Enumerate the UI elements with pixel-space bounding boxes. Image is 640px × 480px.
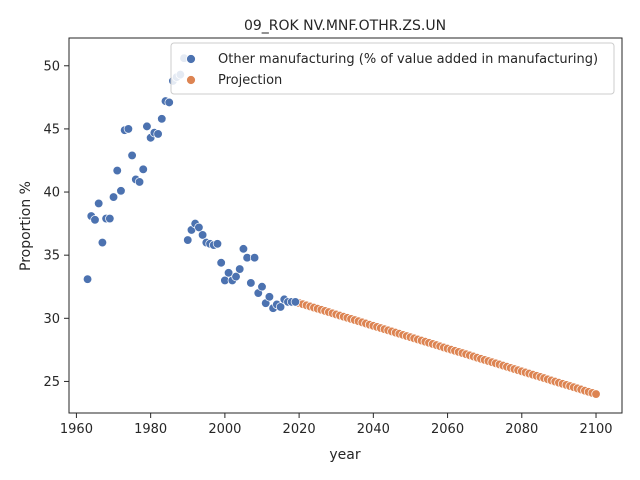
y-tick-label: 30 [43,312,60,327]
y-tick-label: 50 [43,59,60,74]
observed-point [275,302,286,312]
observed-point [290,297,301,307]
observed-point [194,222,204,233]
x-tick-label: 2060 [431,422,464,437]
observed-point [164,97,174,108]
observed-point [127,150,137,161]
legend-label-series-1: Other manufacturing (% of value added in… [218,52,598,67]
observed-point [231,271,241,282]
observed-point [212,239,223,249]
y-axis-ticks: 25 30 35 40 45 50 [43,59,69,390]
observed-point [246,278,256,288]
x-axis-label: year [329,447,360,463]
observed-point [97,237,108,248]
x-tick-label: 1980 [134,422,167,437]
x-tick-label: 2000 [208,422,241,437]
projection-point [591,389,601,399]
observed-point [112,165,122,176]
y-tick-label: 35 [43,249,60,264]
observed-point [264,292,275,302]
scatter-points [82,53,601,399]
observed-point [142,121,152,132]
y-tick-label: 45 [43,122,60,137]
x-tick-label: 2020 [283,422,316,437]
observed-point [153,129,163,139]
observed-point [157,114,167,124]
x-axis-ticks: 1960 1980 2000 2020 2040 2060 2080 2100 [60,413,613,437]
x-tick-label: 2040 [357,422,390,437]
observed-point [138,164,148,174]
y-tick-label: 40 [43,186,60,201]
x-tick-label: 2080 [505,422,538,437]
y-tick-label: 25 [43,375,60,390]
observed-point [94,198,104,209]
observed-point [257,282,267,292]
x-tick-label: 1960 [60,422,93,437]
observed-point [183,235,193,245]
legend: Other manufacturing (% of value added in… [170,42,615,95]
legend-label-series-2: Projection [218,73,282,88]
observed-point [123,124,134,134]
observed-point [90,215,100,225]
y-axis-label: Proportion % [18,181,34,271]
observed-point [116,186,126,196]
observed-point [238,244,249,254]
observed-point [235,264,245,274]
observed-point [223,268,234,278]
observed-point [82,274,93,284]
x-tick-label: 2100 [579,422,612,437]
legend-marker-series-1 [186,54,196,64]
legend-marker-series-2 [186,75,196,85]
observed-point [108,192,119,202]
observed-point [249,253,260,263]
observed-point [105,213,115,224]
observed-point [216,258,226,268]
observed-point [134,177,145,187]
observed-point [197,230,208,240]
legend-box [170,42,615,95]
plot-area-frame [68,37,623,414]
chart-title: 09_ROK NV.MNF.OTHR.ZS.UN [244,18,446,34]
